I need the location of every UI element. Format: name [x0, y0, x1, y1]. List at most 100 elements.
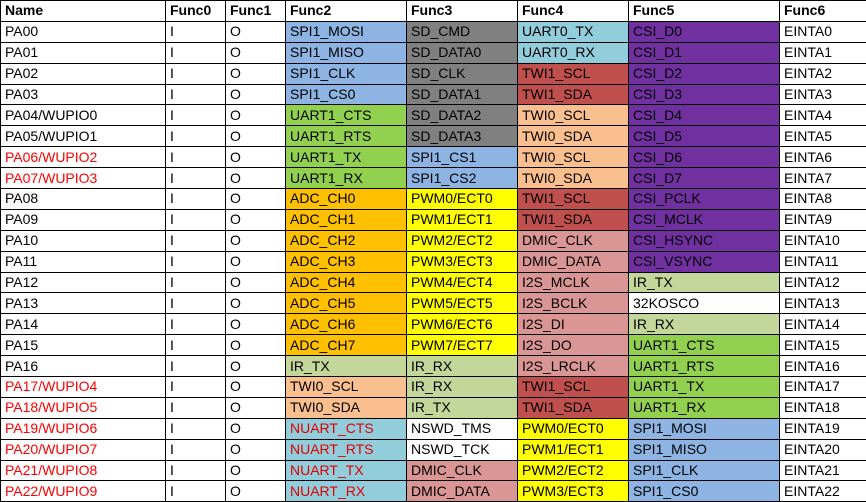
function-cell-f0: I: [165, 146, 226, 169]
function-cell-f5: SPI1_MOSI: [628, 417, 780, 440]
function-cell-f5: SPI1_CS0: [628, 480, 780, 502]
function-cell-f0: I: [165, 229, 226, 252]
function-cell-f6: EINTA8: [779, 188, 866, 210]
function-cell-f5: CSI_VSYNC: [628, 250, 780, 273]
function-cell-f5: CSI_D6: [628, 146, 780, 169]
function-cell-f6: EINTA1: [779, 41, 866, 64]
pin-name-cell: PA22/WUPIO9: [0, 480, 166, 502]
function-cell-f2: ADC_CH2: [285, 229, 407, 252]
table-row: PA00 I O SPI1_MOSI SD_CMD UART0_TX CSI_D0 EINTA…: [0, 20, 866, 43]
table-row: PA07/WUPIO3 I O UART1_RX SPI1_CS2 TWI0_SDA CSI…: [0, 167, 866, 190]
pin-name-cell: PA00: [0, 20, 166, 43]
function-cell-f4: PWM2/ECT2: [517, 459, 629, 482]
function-cell-f0: I: [165, 20, 226, 43]
function-cell-f0: I: [165, 271, 226, 294]
function-cell-f2: IR_TX: [285, 355, 407, 378]
function-cell-f2: TWI0_SDA: [285, 396, 407, 419]
function-cell-f6: EINTA4: [779, 104, 866, 127]
pin-name-cell: PA14: [0, 313, 166, 336]
function-cell-f3: SPI1_CS1: [406, 146, 518, 169]
pin-name-cell: PA08: [0, 188, 166, 210]
function-cell-f5: IR_TX: [628, 271, 780, 294]
table-row: PA16 I O IR_TX IR_RX I2S_LRCLK UART1_RTS EINTA1…: [0, 355, 866, 378]
function-cell-f3: PWM5/ECT5: [406, 292, 518, 315]
function-cell-f5: CSI_D7: [628, 167, 780, 190]
table-row: PA05/WUPIO1 I O UART1_RTS SD_DATA3 TWI0_SDA CS…: [0, 125, 866, 148]
pin-name-cell: PA10: [0, 229, 166, 252]
function-cell-f6: EINTA11: [779, 250, 866, 273]
table-row: PA04/WUPIO0 I O UART1_CTS SD_DATA2 TWI0_SCL CS…: [0, 104, 866, 127]
header-cell: Func3: [406, 0, 518, 22]
function-cell-f4: I2S_BCLK: [517, 292, 629, 315]
function-cell-f3: IR_TX: [406, 396, 518, 419]
function-cell-f4: TWI0_SDA: [517, 125, 629, 148]
function-cell-f3: PWM3/ECT3: [406, 250, 518, 273]
function-cell-f5: UART1_RX: [628, 396, 780, 419]
function-cell-f4: UART0_TX: [517, 20, 629, 43]
pin-name-cell: PA21/WUPIO8: [0, 459, 166, 482]
table-row: PA15 I O ADC_CH7 PWM7/ECT7 I2S_DO UART1_CTS EIN…: [0, 334, 866, 357]
function-cell-f1: O: [225, 271, 286, 294]
function-cell-f5: CSI_D3: [628, 83, 780, 106]
function-cell-f5: CSI_D1: [628, 41, 780, 64]
function-cell-f3: IR_RX: [406, 355, 518, 378]
function-cell-f0: I: [165, 188, 226, 210]
function-cell-f1: O: [225, 250, 286, 273]
function-cell-f6: EINTA17: [779, 376, 866, 398]
function-cell-f6: EINTA20: [779, 438, 866, 461]
function-cell-f1: O: [225, 167, 286, 190]
function-cell-f3: SD_DATA1: [406, 83, 518, 106]
function-cell-f2: NUART_RX: [285, 480, 407, 502]
function-cell-f0: I: [165, 480, 226, 502]
function-cell-f1: O: [225, 62, 286, 85]
function-cell-f0: I: [165, 62, 226, 85]
function-cell-f5: CSI_MCLK: [628, 208, 780, 231]
pin-name-cell: PA06/WUPIO2: [0, 146, 166, 169]
function-cell-f0: I: [165, 208, 226, 231]
header-cell: Func2: [285, 0, 407, 22]
function-cell-f6: EINTA10: [779, 229, 866, 252]
function-cell-f0: I: [165, 334, 226, 357]
function-cell-f3: SD_CLK: [406, 62, 518, 85]
header-cell: Func0: [165, 0, 226, 22]
function-cell-f1: O: [225, 459, 286, 482]
function-cell-f4: I2S_LRCLK: [517, 355, 629, 378]
function-cell-f3: SD_DATA0: [406, 41, 518, 64]
function-cell-f3: PWM0/ECT0: [406, 188, 518, 210]
function-cell-f4: TWI1_SDA: [517, 83, 629, 106]
function-cell-f2: NUART_TX: [285, 459, 407, 482]
function-cell-f4: I2S_MCLK: [517, 271, 629, 294]
function-cell-f5: CSI_D5: [628, 125, 780, 148]
function-cell-f6: EINTA6: [779, 146, 866, 169]
table-row: PA14 I O ADC_CH6 PWM6/ECT6 I2S_DI IR_RX EINTA14: [0, 313, 866, 336]
function-cell-f4: PWM1/ECT1: [517, 438, 629, 461]
function-cell-f0: I: [165, 438, 226, 461]
pin-name-cell: PA07/WUPIO3: [0, 167, 166, 190]
pin-name-cell: PA02: [0, 62, 166, 85]
table-row: PA01 I O SPI1_MISO SD_DATA0 UART0_RX CSI_D1 EIN…: [0, 41, 866, 64]
pin-name-cell: PA11: [0, 250, 166, 273]
function-cell-f5: 32KOSCO: [628, 292, 780, 315]
pin-name-cell: PA18/WUPIO5: [0, 396, 166, 419]
function-cell-f0: I: [165, 417, 226, 440]
function-cell-f5: CSI_PCLK: [628, 188, 780, 210]
function-cell-f3: SD_CMD: [406, 20, 518, 43]
function-cell-f1: O: [225, 188, 286, 210]
header-cell: Func4: [517, 0, 629, 22]
function-cell-f4: PWM0/ECT0: [517, 417, 629, 440]
function-cell-f2: ADC_CH1: [285, 208, 407, 231]
function-cell-f6: EINTA7: [779, 167, 866, 190]
function-cell-f3: PWM1/ECT1: [406, 208, 518, 231]
function-cell-f3: IR_RX: [406, 376, 518, 398]
header-cell: Func6: [779, 0, 866, 22]
function-cell-f1: O: [225, 146, 286, 169]
function-cell-f3: NSWD_TMS: [406, 417, 518, 440]
function-cell-f2: UART1_RTS: [285, 125, 407, 148]
function-cell-f4: TWI1_SCL: [517, 188, 629, 210]
function-cell-f4: I2S_DI: [517, 313, 629, 336]
function-cell-f2: SPI1_MOSI: [285, 20, 407, 43]
function-cell-f4: DMIC_CLK: [517, 229, 629, 252]
function-cell-f0: I: [165, 41, 226, 64]
function-cell-f1: O: [225, 396, 286, 419]
